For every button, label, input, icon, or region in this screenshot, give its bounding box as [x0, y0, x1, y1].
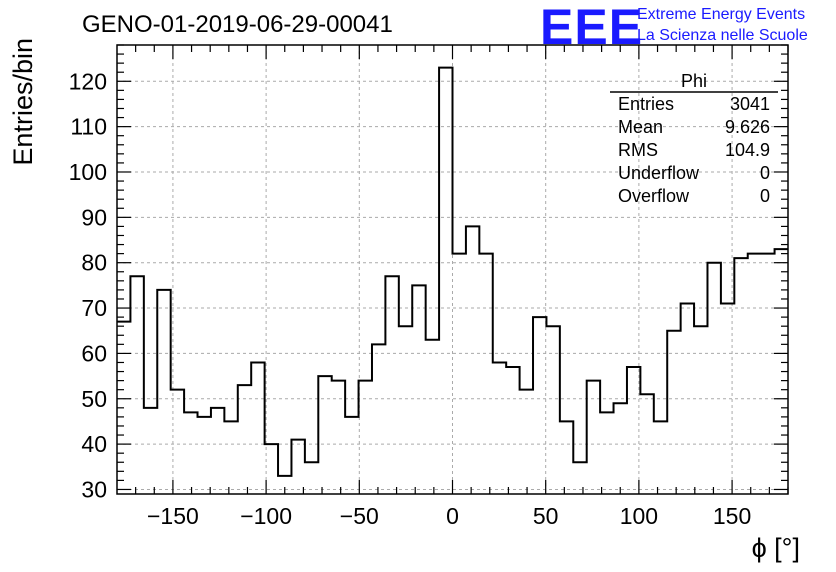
histogram-bin [157, 290, 170, 494]
histogram-bin [278, 476, 291, 494]
histogram-bin [560, 421, 573, 494]
histogram-bin [399, 326, 412, 494]
histogram-bin [198, 417, 211, 494]
eee-logo-line1: Extreme Energy Events [637, 6, 805, 23]
histogram-bin [681, 304, 694, 494]
stats-row-value: 9.626 [725, 117, 770, 137]
histogram-bin [707, 263, 720, 494]
eee-logo-text: EEE [540, 0, 643, 55]
y-tick-label: 70 [81, 295, 107, 321]
histogram-bin [439, 68, 452, 494]
chart-title: GENO-01-2019-06-29-00041 [82, 11, 393, 38]
histogram-bin [520, 390, 533, 494]
histogram-bin [493, 362, 506, 494]
histogram-bin [412, 285, 425, 494]
histogram-bin [385, 276, 398, 494]
histogram-bin [305, 462, 318, 494]
histogram-bin [453, 254, 466, 494]
histogram-bin [238, 385, 251, 494]
histogram-bin [533, 317, 546, 494]
histogram-bin [600, 412, 613, 494]
stats-row-label: Underflow [618, 163, 700, 183]
y-tick-label: 120 [69, 68, 107, 94]
histogram-bin [721, 304, 734, 494]
histogram-bin [627, 367, 640, 494]
histogram-bin [640, 394, 653, 494]
plot-frame [116, 44, 789, 495]
histogram-bin [211, 408, 224, 494]
stats-row-value: 104.9 [725, 140, 770, 160]
histogram-bin [587, 381, 600, 494]
y-tick-label: 60 [81, 340, 107, 366]
histogram-bin [654, 421, 667, 494]
stats-box: Phi Entries 3041 Mean 9.626 RMS 104.9 Underflo… [610, 71, 778, 206]
histogram-bin [318, 376, 331, 494]
x-tick-label: −50 [340, 503, 379, 529]
histogram-bin [775, 249, 788, 494]
stats-row-value: 3041 [730, 94, 770, 114]
y-tick-label: 40 [81, 431, 107, 457]
grid-lines [117, 45, 788, 494]
histogram-bin [667, 331, 680, 494]
y-tick-label: 30 [81, 476, 107, 502]
stats-row-label: Mean [618, 117, 663, 137]
y-axis-label: Entries/bin [8, 38, 38, 166]
x-tick-label: 0 [446, 503, 459, 529]
histogram-bin [184, 412, 197, 494]
histogram-bin [359, 381, 372, 494]
histogram-bin [466, 226, 479, 494]
histogram-bin [265, 444, 278, 494]
eee-logo: EEE Extreme Energy Events La Scienza nel… [540, 0, 808, 55]
histogram-bin [573, 462, 586, 494]
y-tick-label: 90 [81, 204, 107, 230]
x-axis-ticks [135, 45, 789, 494]
x-tick-label: −100 [240, 503, 292, 529]
histogram-bin [546, 326, 559, 494]
y-tick-label: 110 [70, 114, 107, 140]
histogram-bin [734, 258, 747, 494]
y-axis-ticks [117, 44, 788, 491]
histogram-bin [251, 362, 264, 494]
histogram-bin [291, 440, 304, 494]
y-tick-label: 80 [81, 250, 107, 276]
histogram-bin [117, 322, 130, 494]
histogram-bin [694, 326, 707, 494]
stats-row-label: Overflow [618, 186, 690, 206]
histogram-bin [506, 367, 519, 494]
histogram-bin [332, 381, 345, 494]
histogram-bin [426, 340, 439, 494]
stats-row-label: RMS [618, 140, 658, 160]
histogram-bin [224, 421, 237, 494]
histogram-bin [372, 344, 385, 494]
x-tick-labels: −150 −100 −50 0 50 100 150 [147, 503, 751, 529]
histogram-bin [171, 390, 184, 494]
x-tick-label: 100 [620, 503, 658, 529]
x-tick-label: 150 [713, 503, 751, 529]
histogram-bin [345, 417, 358, 494]
eee-logo-line2: La Scienza nelle Scuole [637, 27, 808, 44]
y-tick-label: 100 [69, 159, 107, 185]
y-tick-label: 50 [81, 386, 107, 412]
histogram-bin [144, 408, 157, 494]
stats-row-label: Entries [618, 94, 674, 114]
histogram-bin [614, 403, 627, 494]
x-axis-label: ϕ [°] [752, 533, 800, 563]
stats-row-value: 0 [760, 186, 770, 206]
histogram-bin [130, 276, 143, 494]
stats-rows: Entries 3041 Mean 9.626 RMS 104.9 Underflow 0 Ov… [618, 94, 770, 206]
x-tick-label: −150 [147, 503, 199, 529]
histogram-bin [479, 254, 492, 494]
stats-row-value: 0 [760, 163, 770, 183]
histogram-outline [117, 66, 788, 477]
histogram-bin [748, 254, 761, 494]
y-tick-labels: 30 40 50 60 70 80 90 100 110 120 [69, 68, 107, 502]
x-tick-label: 50 [533, 503, 559, 529]
histogram-bin [761, 254, 774, 494]
stats-box-name: Phi [681, 71, 707, 91]
